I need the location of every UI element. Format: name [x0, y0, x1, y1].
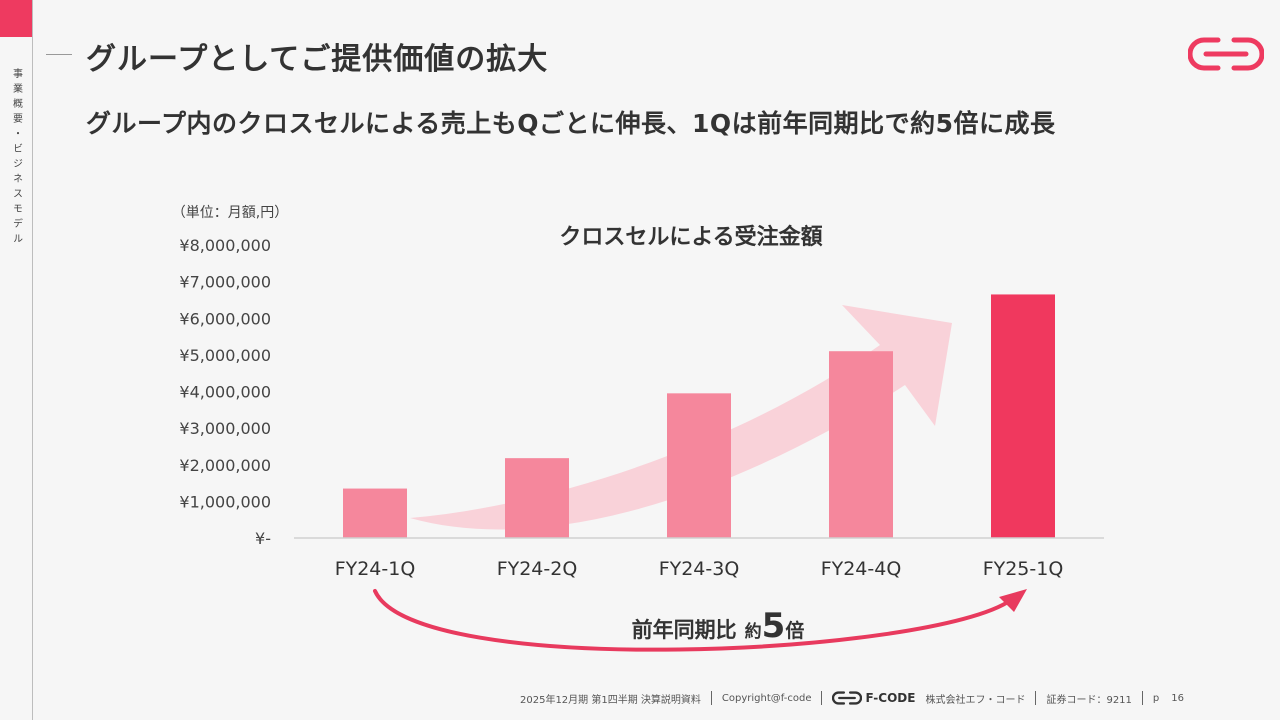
page-subtitle: グループ内のクロスセルによる売上もQごとに伸長、1Qは前年同期比で約5倍に成長 [86, 109, 1056, 138]
x-tick-label: FY24-4Q [821, 558, 902, 580]
footer-divider [821, 691, 823, 705]
bars [343, 294, 1055, 538]
x-tick-label: FY25-1Q [983, 558, 1064, 580]
sidebar-section-label: 事業概要・ビジネスモデル [10, 68, 22, 248]
bar-fy24-4q [829, 351, 893, 538]
x-axis: FY24-1Q FY24-2Q FY24-3Q FY24-4Q FY25-1Q [335, 558, 1064, 580]
f-code-logo-icon [1188, 37, 1264, 71]
footer-logo: F-CODE [832, 691, 915, 705]
footer-page-prefix: p [1152, 692, 1160, 704]
footer-stock-code: 証券コード：9211 [1046, 694, 1132, 706]
y-tick-label: ¥8,000,000 [179, 236, 271, 255]
y-tick-label: ¥7,000,000 [179, 273, 271, 292]
comparison-label: 前年同期比 約5倍 [632, 606, 805, 646]
bar-fy24-3q [667, 393, 731, 538]
bar-fy24-2q [505, 458, 569, 538]
footer-company: 株式会社エフ・コード [925, 694, 1026, 706]
page-title: グループとしてご提供価値の拡大 [86, 42, 549, 77]
sidebar: 事業概要・ビジネスモデル [0, 0, 33, 720]
footer-brand: F-CODE [865, 691, 916, 705]
footer-copyright: Copyright@f-code [721, 692, 812, 704]
footer-divider [1035, 691, 1037, 705]
footer-report: 2025年12月期 第1四半期 決算説明資料 [520, 694, 701, 706]
y-tick-label: ¥1,000,000 [179, 492, 271, 511]
title-rule [46, 54, 72, 55]
y-tick-label: ¥3,000,000 [179, 419, 271, 438]
bar-fy24-1q [343, 488, 407, 538]
footer-divider [710, 691, 712, 705]
comparison-arrowhead-icon [999, 589, 1027, 612]
y-tick-label: ¥2,000,000 [179, 456, 271, 475]
x-tick-label: FY24-1Q [335, 558, 416, 580]
y-tick-label: ¥6,000,000 [179, 309, 271, 328]
x-tick-label: FY24-2Q [497, 558, 578, 580]
y-tick-label: ¥4,000,000 [179, 383, 271, 402]
f-code-logo-icon [832, 691, 863, 705]
y-tick-label: ¥- [255, 529, 271, 548]
footer-page-number: 16 [1171, 692, 1184, 704]
x-tick-label: FY24-3Q [659, 558, 740, 580]
bar-fy25-1q [991, 294, 1055, 538]
footer-divider [1141, 691, 1143, 705]
y-tick-label: ¥5,000,000 [179, 346, 271, 365]
comparison-arrow-icon [373, 589, 1013, 652]
sidebar-accent [0, 0, 32, 37]
chart-unit-label: （単位：月額,円） [172, 205, 288, 221]
chart-title: クロスセルによる受注金額 [559, 224, 822, 250]
footer: 2025年12月期 第1四半期 決算説明資料 Copyright@f-code … [520, 690, 1280, 706]
y-axis: ¥- ¥1,000,000 ¥2,000,000 ¥3,000,000 ¥4,000,0… [179, 236, 271, 548]
